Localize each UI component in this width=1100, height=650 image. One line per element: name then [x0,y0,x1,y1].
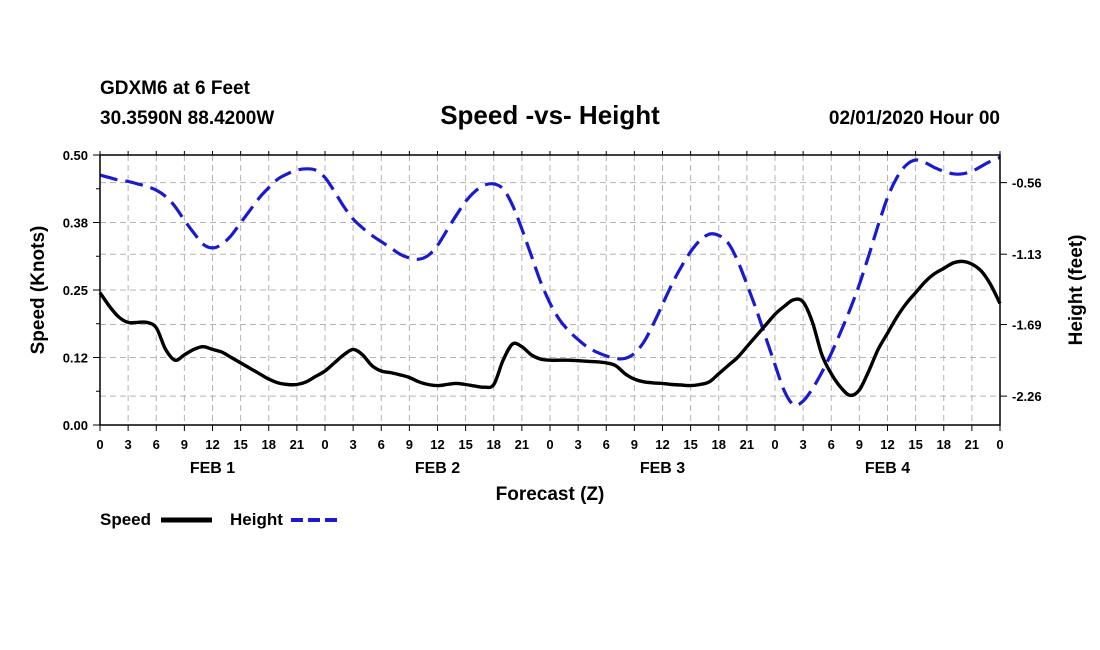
x-tick-label: 12 [655,437,669,452]
x-tick-label: 12 [430,437,444,452]
day-label: FEB 1 [190,460,235,477]
x-tick-label: 6 [603,437,610,452]
height-series-line [99,156,1001,408]
y2-tick-label: -1.13 [1012,247,1042,262]
x-tick-label: 3 [800,437,807,452]
x-tick-label: 6 [378,437,385,452]
x-tick-label: 3 [350,437,357,452]
x-tick-label: 0 [96,437,103,452]
legend-height-label: Height [230,510,283,529]
x-tick-label: 0 [321,437,328,452]
x-tick-label: 21 [740,437,754,452]
x-tick-label: 6 [828,437,835,452]
x-tick-label: 15 [683,437,697,452]
x-tick-label: 9 [856,437,863,452]
speed-series-line [98,259,1002,398]
datetime-label: 02/01/2020 Hour 00 [829,108,1000,129]
y-axis-title: Speed (Knots) [28,226,49,355]
day-label: FEB 3 [640,460,685,477]
y-tick-label: 0.38 [63,216,88,231]
x-tick-label: 12 [880,437,894,452]
x-tick-label: 21 [965,437,979,452]
coords-label: 30.3590N 88.4200W [100,108,274,129]
x-tick-label: 21 [515,437,529,452]
day-label: FEB 2 [415,460,460,477]
y2-tick-label: -0.56 [1012,176,1042,191]
x-tick-label: 15 [458,437,472,452]
x-tick-label: 21 [290,437,304,452]
x-tick-label: 9 [631,437,638,452]
y-tick-label: 0.50 [63,148,88,163]
x-tick-label: 18 [487,437,501,452]
x-tick-label: 6 [153,437,160,452]
chart-title: Speed -vs- Height [440,100,660,130]
station-label: GDXM6 at 6 Feet [100,78,251,99]
legend: Speed Height [100,510,342,529]
y-tick-label: 0.12 [63,351,88,366]
x-tick-label: 15 [908,437,922,452]
y2-tick-label: -2.26 [1012,389,1042,404]
y2-tick-label: -1.69 [1012,318,1042,333]
x-tick-label: 18 [937,437,951,452]
grid-lines [100,155,1000,425]
y-tick-label: 0.00 [63,418,88,433]
x-tick-label: 18 [712,437,726,452]
x-tick-label: 9 [181,437,188,452]
day-label: FEB 4 [865,460,910,477]
x-tick-label: 3 [575,437,582,452]
x-tick-label: 18 [262,437,276,452]
y2-axis-title: Height (feet) [1066,235,1087,346]
x-axis-title: Forecast (Z) [496,484,605,505]
y-tick-label: 0.25 [63,283,88,298]
x-tick-label: 12 [205,437,219,452]
x-tick-label: 3 [125,437,132,452]
x-tick-label: 15 [233,437,247,452]
legend-speed-label: Speed [100,510,151,529]
x-tick-label: 9 [406,437,413,452]
axes: 0 3 6 9 12 15 18 21 0 3 6 9 12 15 18 21 0 3 6 9 12 15 18 21 0 3 6 9… [63,148,1042,477]
data-series [98,156,1002,408]
x-tick-label: 0 [996,437,1003,452]
x-tick-label: 0 [771,437,778,452]
x-tick-label: 0 [546,437,553,452]
